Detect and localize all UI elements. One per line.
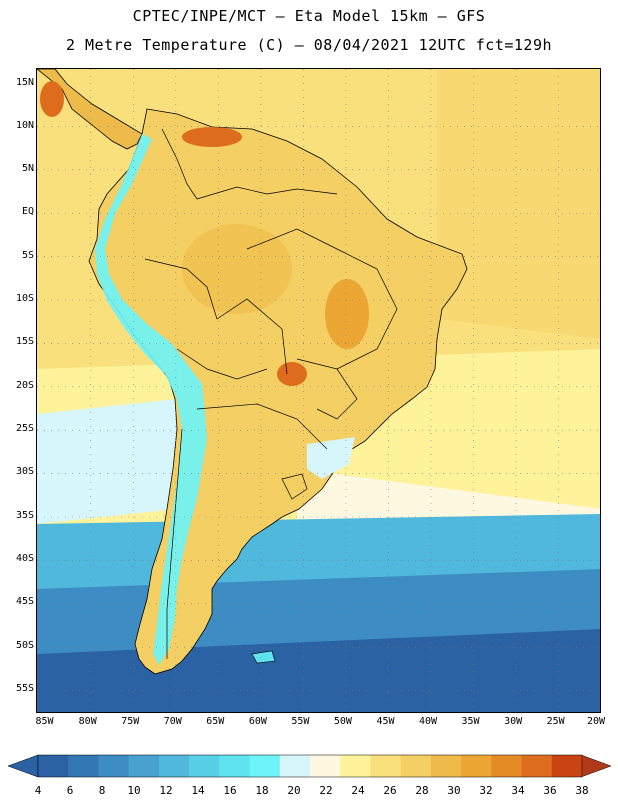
colorbar-swatch	[98, 755, 130, 777]
lon-label: 65W	[206, 716, 225, 727]
colorbar-label: 32	[479, 784, 493, 797]
colorbar-label: 24	[351, 784, 365, 797]
border-argentina-chile	[166, 428, 183, 659]
lat-label: 5S	[21, 250, 34, 261]
colorbar-swatch	[521, 755, 553, 777]
lat-label: 15N	[15, 77, 34, 88]
lon-label: 45W	[376, 716, 395, 727]
colorbar-swatch	[551, 755, 583, 777]
border-bolivia-chile	[176, 348, 268, 380]
colorbar-label: 26	[383, 784, 397, 797]
lon-label: 30W	[504, 716, 523, 727]
colorbar-swatch	[279, 755, 311, 777]
hot-spot-pantanal	[277, 362, 307, 386]
colorbar-label: 28	[415, 784, 429, 797]
hot-spot-venezuela	[182, 127, 242, 147]
colorbar-label: 36	[543, 784, 557, 797]
map-grid	[37, 69, 600, 712]
south-brazil-cool-patch	[307, 437, 355, 479]
lon-label: 20W	[586, 716, 606, 727]
colorbar-label: 34	[511, 784, 525, 797]
colorbar-label: 18	[255, 784, 269, 797]
lon-label: 75W	[121, 716, 140, 727]
colorbar-swatch	[38, 755, 69, 777]
ocean-band-warm-east	[437, 69, 600, 339]
colorbar-label: 4	[34, 784, 42, 797]
lon-label: 55W	[291, 716, 310, 727]
colorbar-label: 8	[98, 784, 106, 797]
colorbar-label: 12	[159, 784, 173, 797]
lat-label: EQ	[21, 206, 34, 217]
lat-label: 20S	[15, 380, 34, 391]
lon-label: 35W	[461, 716, 480, 727]
colorbar-outline	[37, 754, 583, 778]
lat-label: 50S	[15, 640, 34, 651]
country-borders	[144, 128, 398, 659]
border-peru-brazil	[144, 258, 218, 320]
lat-label: 15S	[15, 336, 34, 347]
colorbar-swatch	[158, 755, 190, 777]
lat-label: 10N	[15, 120, 34, 131]
lat-label: 10S	[15, 293, 34, 304]
lon-label: 50W	[333, 716, 352, 727]
lon-label: 80W	[78, 716, 97, 727]
colorbar-swatch	[340, 755, 371, 777]
colorbar-label: 20	[287, 784, 301, 797]
colorbar-swatch	[310, 755, 341, 777]
colorbar-swatch	[68, 755, 99, 777]
hot-spot-amazon	[182, 224, 292, 314]
lon-label: 85W	[35, 716, 54, 727]
colorbar-swatch	[370, 755, 402, 777]
colorbar-label: 22	[319, 784, 333, 797]
border-colombia-venezuela	[161, 128, 198, 200]
map-frame[interactable]	[36, 68, 601, 713]
border-bolivia-brazil	[216, 298, 288, 375]
colorbar-high-arrow	[580, 754, 612, 778]
falkland-islands	[251, 650, 276, 664]
hot-spot-central-brazil	[325, 279, 369, 349]
colorbar-swatch	[400, 755, 432, 777]
temperature-map[interactable]	[37, 69, 601, 713]
lat-label: 25S	[15, 423, 34, 434]
colorbar-swatch	[249, 755, 281, 777]
lon-label: 70W	[163, 716, 182, 727]
colorbar-swatches	[37, 754, 583, 778]
lon-label: 25W	[546, 716, 565, 727]
colorbar-swatch	[461, 755, 492, 777]
lat-label: 55S	[15, 683, 34, 694]
ocean-band-cool	[37, 399, 177, 524]
lat-label: 5N	[21, 163, 34, 174]
colorbar-label: 16	[223, 784, 237, 797]
map-title-line-2: 2 Metre Temperature (C) – 08/04/2021 12U…	[65, 36, 553, 54]
andes-cold-strip	[95, 134, 207, 665]
colorbar	[7, 754, 612, 778]
lat-label: 45S	[15, 596, 34, 607]
border-brazil-states-2	[316, 368, 358, 420]
colorbar-swatch	[128, 755, 160, 777]
hot-spot-caribbean	[40, 81, 64, 117]
lat-label: 40S	[15, 553, 34, 564]
colorbar-label: 6	[66, 784, 74, 797]
border-uruguay	[281, 473, 308, 500]
border-venezuela-brazil	[196, 186, 338, 200]
colorbar-label: 10	[127, 784, 141, 797]
border-brazil-states	[246, 228, 398, 370]
map-title-line-1: CPTEC/INPE/MCT – Eta Model 15km – GFS	[132, 7, 486, 25]
lat-label: 30S	[15, 466, 34, 477]
lon-label: 40W	[418, 716, 438, 727]
colorbar-label: 38	[575, 784, 589, 797]
border-argentina-north	[196, 403, 328, 450]
lon-label: 60W	[248, 716, 267, 727]
colorbar-swatch	[189, 755, 220, 777]
central-america-land	[37, 69, 143, 150]
colorbar-label: 30	[447, 784, 461, 797]
colorbar-swatch	[219, 755, 251, 777]
colorbar-swatch	[491, 755, 523, 777]
colorbar-label: 14	[191, 784, 205, 797]
colorbar-swatch	[430, 755, 462, 777]
colorbar-low-arrow	[7, 754, 39, 778]
lat-label: 35S	[15, 510, 34, 521]
